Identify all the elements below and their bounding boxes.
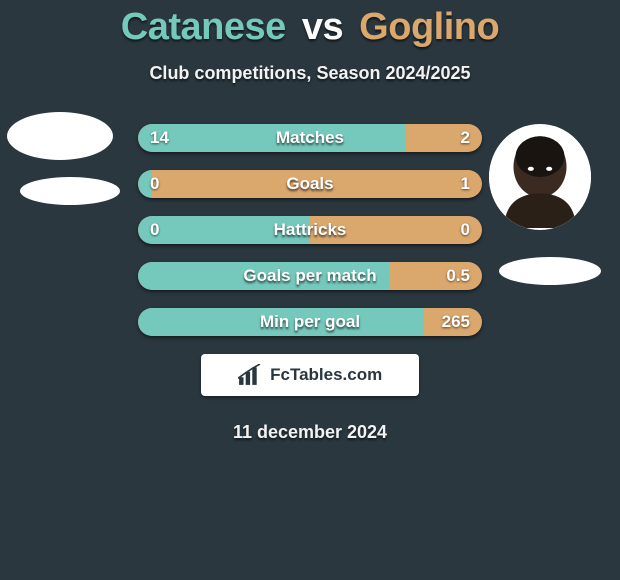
stat-row: 265Min per goal <box>138 308 482 336</box>
stat-value-right: 0.5 <box>446 262 470 290</box>
title-vs: vs <box>302 6 343 48</box>
stat-row: 142Matches <box>138 124 482 152</box>
title-left-player: Catanese <box>121 6 286 48</box>
stat-value-left: 0 <box>150 170 159 198</box>
stat-row: 00Hattricks <box>138 216 482 244</box>
stat-bars: 142Matches01Goals00Hattricks0.5Goals per… <box>138 124 482 354</box>
site-logo[interactable]: FcTables.com <box>201 354 419 396</box>
bar-chart-icon <box>238 364 264 386</box>
stat-row: 0 1Goals <box>138 170 482 198</box>
logo-text: FcTables.com <box>270 365 382 385</box>
date: 11 december 2024 <box>0 422 620 443</box>
comparison-card: Catanese vs Goglino Club competitions, S… <box>0 0 620 580</box>
stat-value-right: 265 <box>442 308 470 336</box>
title-right-player: Goglino <box>359 6 499 48</box>
stat-fill-left <box>138 262 389 290</box>
stat-fill-left <box>138 216 310 244</box>
stat-value-left: 14 <box>150 124 169 152</box>
avatar-left <box>7 112 113 160</box>
avatar-right <box>489 124 591 230</box>
stat-label: Goals <box>138 170 482 198</box>
page-title: Catanese vs Goglino <box>0 0 620 49</box>
stat-fill-left <box>138 124 406 152</box>
flag-left <box>20 177 120 205</box>
player-photo-icon <box>489 124 591 230</box>
stat-value-right: 2 <box>461 124 470 152</box>
stat-fill-left <box>138 308 424 336</box>
stat-value-right: 1 <box>461 170 470 198</box>
subtitle: Club competitions, Season 2024/2025 <box>0 63 620 84</box>
flag-right <box>499 257 601 285</box>
stat-value-right: 0 <box>461 216 470 244</box>
stat-row: 0.5Goals per match <box>138 262 482 290</box>
stat-value-left: 0 <box>150 216 159 244</box>
